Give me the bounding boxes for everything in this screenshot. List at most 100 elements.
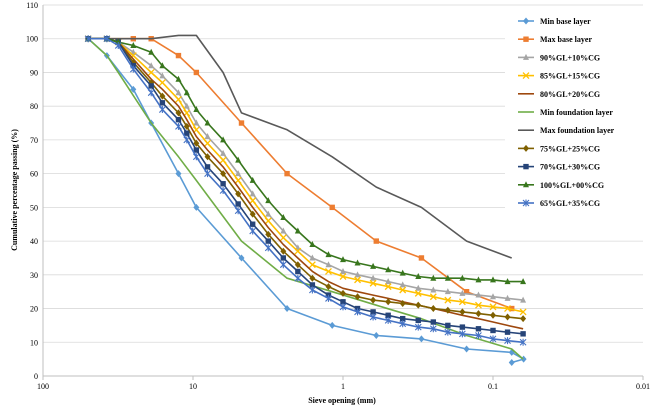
series-3 xyxy=(85,35,527,303)
diamond-marker xyxy=(354,293,361,301)
x-marker xyxy=(475,301,482,309)
star-marker xyxy=(192,153,200,161)
legend-item: 75%GL+25%CG xyxy=(518,144,600,153)
diamond-marker xyxy=(193,139,200,147)
y-tick-label: 100 xyxy=(26,35,38,44)
diamond-marker xyxy=(504,313,511,321)
y-tick-label: 60 xyxy=(30,170,38,179)
x-marker xyxy=(429,293,437,301)
legend-item: Max foundation layer xyxy=(518,126,615,135)
triangle-marker xyxy=(175,75,182,82)
triangle-marker xyxy=(220,149,227,156)
x-tick-label: 0.01 xyxy=(636,382,650,391)
star-marker xyxy=(475,332,482,340)
legend-label: 90%GL+10%CG xyxy=(540,53,600,62)
series-7 xyxy=(88,34,512,259)
y-tick-label: 10 xyxy=(30,338,38,347)
square-marker xyxy=(373,238,379,244)
diamond-marker xyxy=(329,321,336,329)
y-tick-label: 70 xyxy=(30,136,38,145)
square-marker xyxy=(490,327,496,334)
diamond-marker xyxy=(508,359,515,367)
square-marker xyxy=(193,69,200,76)
triangle-marker xyxy=(193,119,200,126)
y-tick-label: 40 xyxy=(30,237,38,246)
x-marker xyxy=(354,276,361,284)
x-marker xyxy=(264,217,272,225)
triangle-marker xyxy=(193,106,200,113)
series-group xyxy=(84,34,527,367)
legend-item: 90%GL+10%CG xyxy=(518,53,600,62)
y-tick-label: 30 xyxy=(30,271,38,280)
square-marker xyxy=(329,204,335,211)
triangle-marker xyxy=(415,284,422,291)
diamond-marker xyxy=(370,296,377,304)
tick-labels: 0 10 20 30 40 50 60 70 80 90 100 110 100 10 1 0.1 0.01 xyxy=(26,1,650,391)
y-tick-label: 110 xyxy=(26,1,38,10)
star-marker xyxy=(444,328,452,336)
axes xyxy=(42,5,644,380)
legend-label: 75%GL+25%CG xyxy=(540,144,600,153)
x-marker xyxy=(369,279,377,287)
diamond-marker xyxy=(294,261,301,269)
x-marker xyxy=(519,308,527,316)
x-marker xyxy=(249,197,257,205)
square-marker xyxy=(175,116,182,123)
x-marker xyxy=(175,95,182,103)
legend-item: 65%GL+35%CG xyxy=(518,199,600,208)
diamond-marker xyxy=(523,17,529,25)
star-marker xyxy=(308,286,316,294)
triangle-marker xyxy=(504,278,511,285)
triangle-marker xyxy=(148,62,155,69)
legend-item: 70%GL+30%CG xyxy=(518,163,600,172)
star-marker xyxy=(103,35,111,43)
triangle-marker xyxy=(280,213,287,220)
triangle-marker xyxy=(490,293,496,300)
triangle-marker xyxy=(235,170,242,177)
legend-label: Max foundation layer xyxy=(540,126,615,135)
legend-item: Min base layer xyxy=(518,17,591,26)
square-marker xyxy=(193,147,200,153)
legend-item: 80%GL+20%CG xyxy=(518,90,600,99)
square-marker xyxy=(430,319,437,325)
square-marker xyxy=(184,130,190,136)
square-marker xyxy=(148,83,154,89)
legend-item: Max base layer xyxy=(518,35,592,44)
x-axis-title: Sieve opening (mm) xyxy=(308,396,376,405)
star-marker xyxy=(489,335,497,343)
star-marker xyxy=(429,325,437,333)
square-marker xyxy=(370,309,376,315)
square-marker xyxy=(523,163,529,170)
diamond-marker xyxy=(280,247,287,255)
diamond-marker xyxy=(463,345,470,353)
triangle-marker xyxy=(385,266,392,273)
square-marker xyxy=(340,299,346,305)
triangle-marker xyxy=(475,291,482,298)
x-marker xyxy=(489,303,497,311)
diamond-marker xyxy=(284,305,291,313)
star-marker xyxy=(114,41,122,49)
square-marker xyxy=(238,120,245,126)
diamond-marker xyxy=(130,85,137,93)
square-marker xyxy=(520,331,526,337)
legend: Min base layer Max base layer 90%GL+10%CG 8… xyxy=(505,10,645,215)
diamond-marker xyxy=(159,92,166,100)
triangle-marker xyxy=(459,274,466,281)
triangle-marker xyxy=(148,48,155,55)
triangle-marker xyxy=(385,278,392,285)
x-marker xyxy=(325,267,332,275)
y-tick-label: 20 xyxy=(30,305,38,314)
y-tick-label: 80 xyxy=(30,102,38,111)
diamond-marker xyxy=(475,310,482,318)
diamond-marker xyxy=(340,289,346,297)
star-marker xyxy=(294,274,302,282)
triangle-marker xyxy=(183,89,190,96)
triangle-marker xyxy=(204,119,211,126)
triangle-marker xyxy=(415,273,422,280)
triangle-marker xyxy=(159,72,166,79)
x-marker xyxy=(458,298,466,306)
triangle-marker xyxy=(220,136,227,143)
series-8 xyxy=(85,35,527,323)
